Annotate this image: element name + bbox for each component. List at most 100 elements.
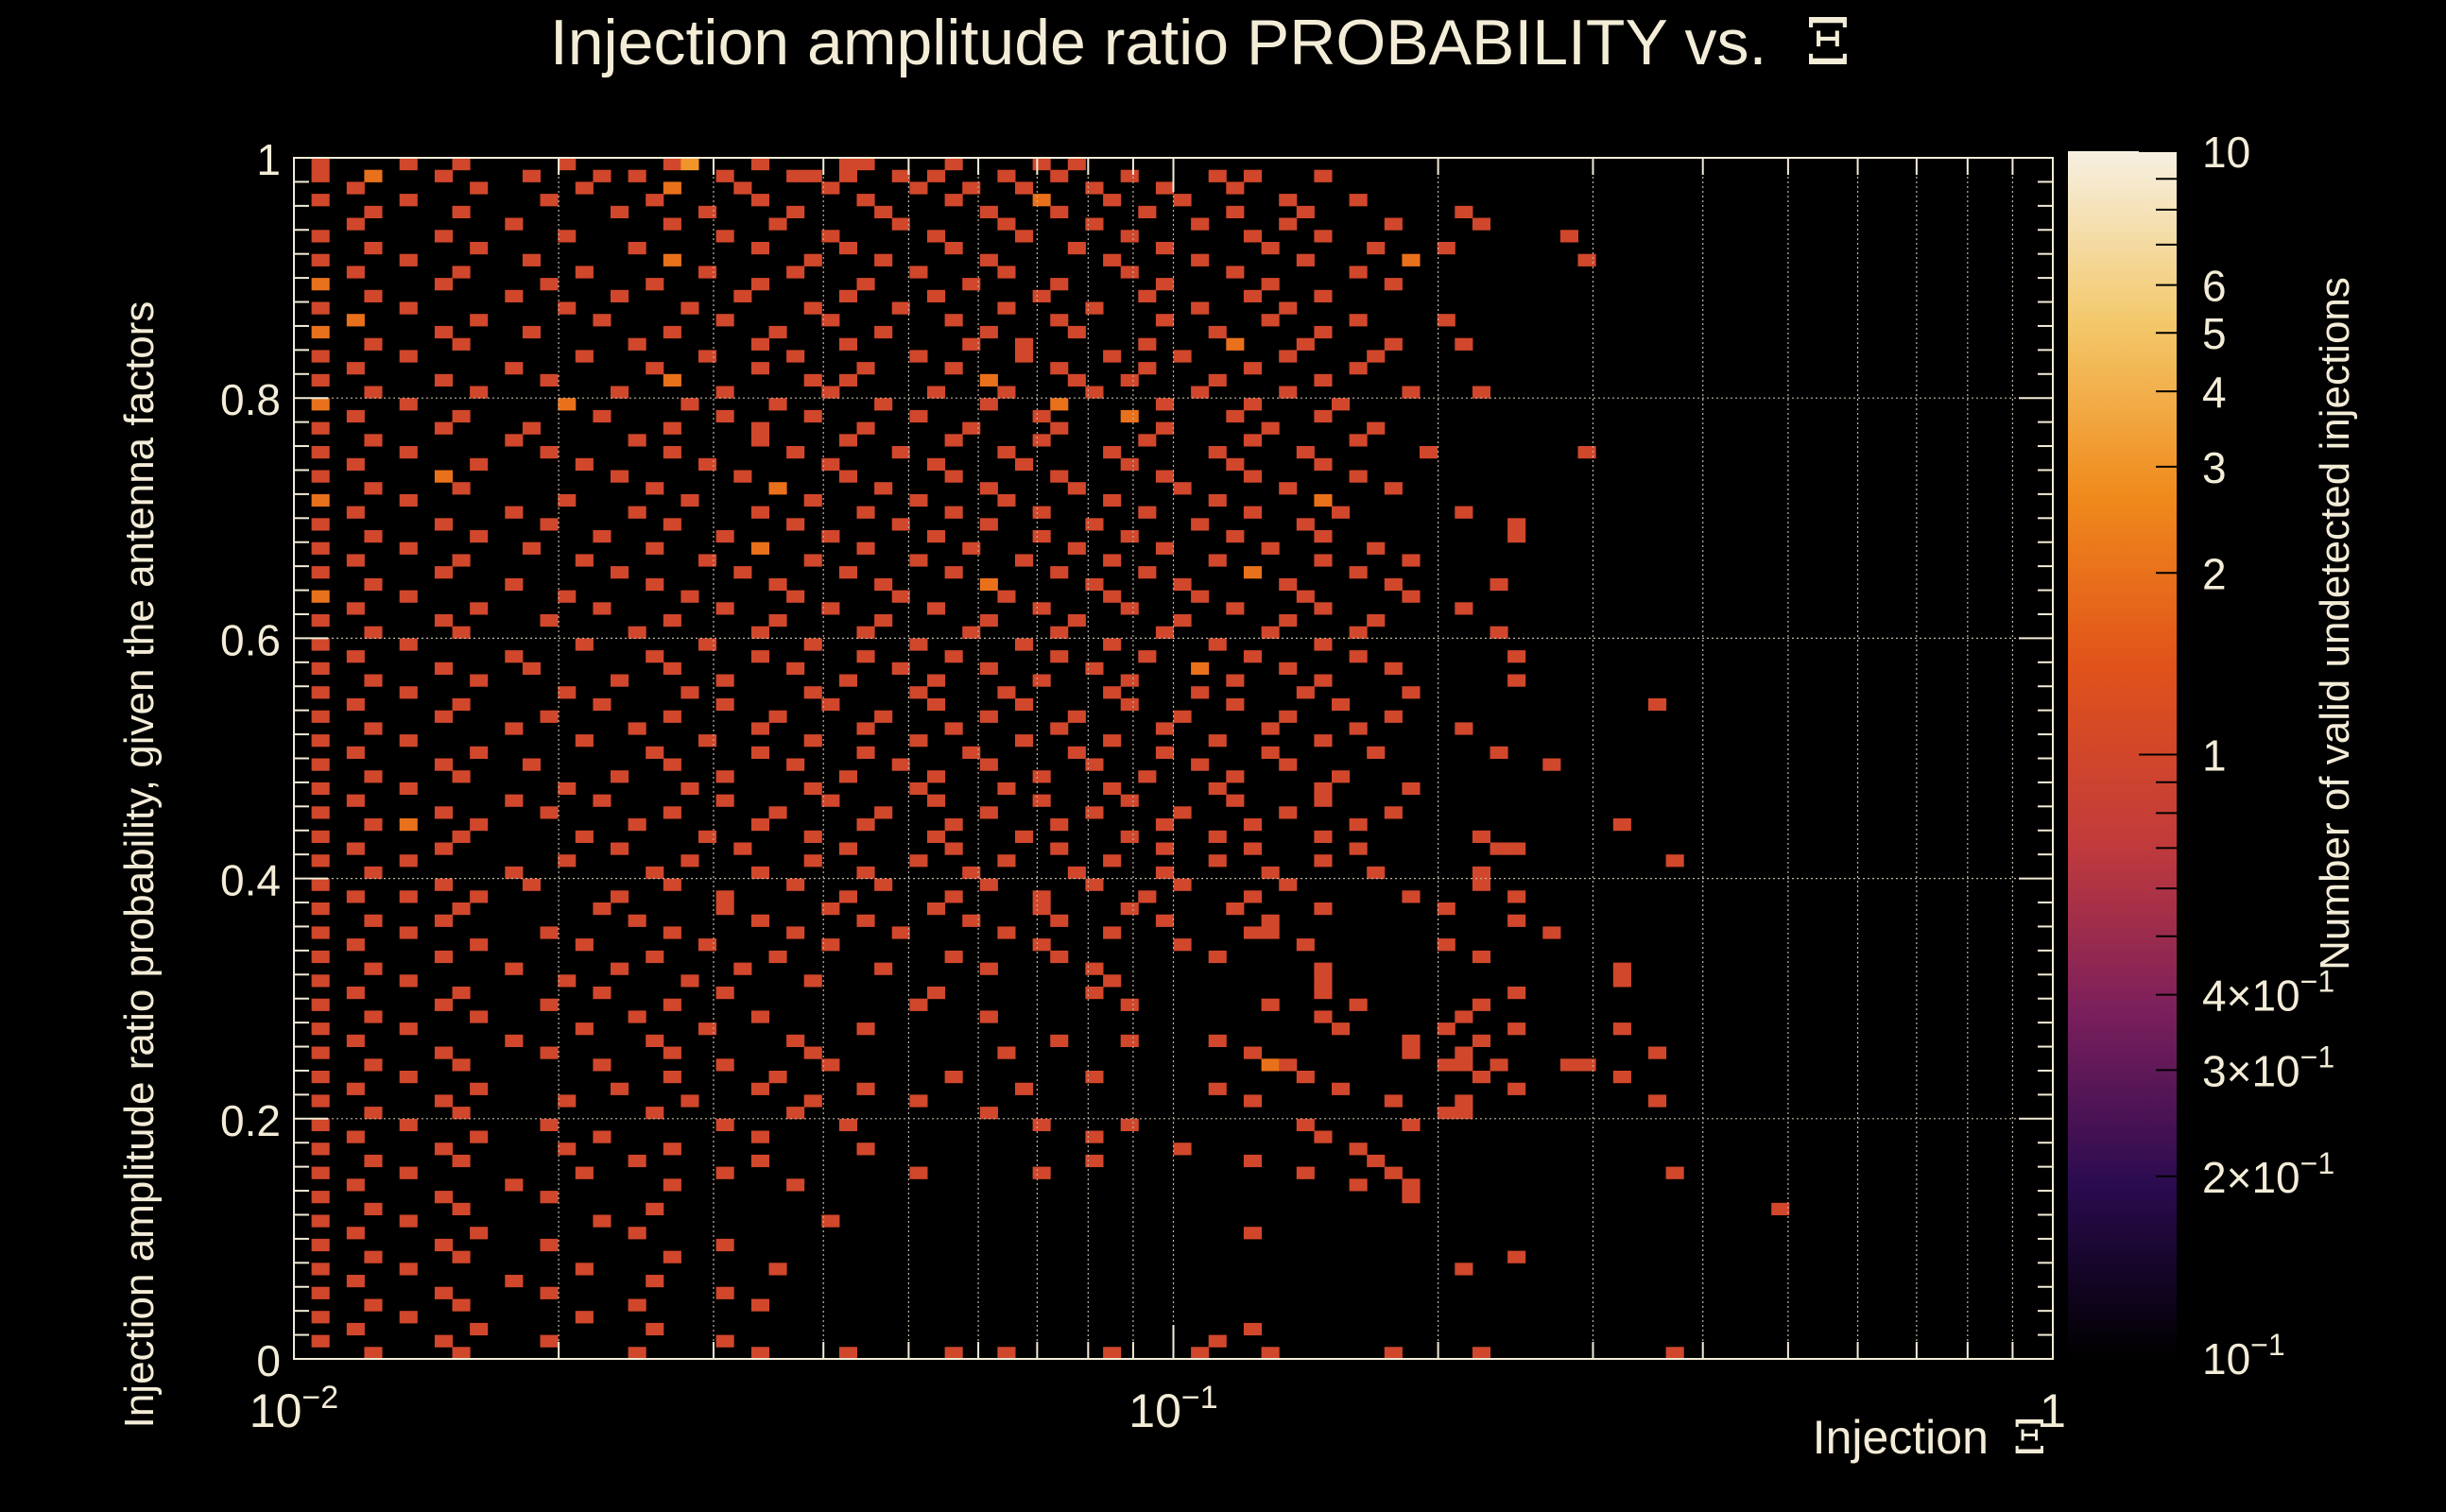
heatmap-cell — [1243, 230, 1262, 243]
heatmap-cell — [715, 794, 734, 807]
heatmap-cell — [399, 782, 418, 796]
heatmap-cell — [364, 770, 383, 783]
heatmap-cell — [1155, 470, 1174, 483]
heatmap-cell — [979, 1107, 998, 1120]
heatmap-cell — [1261, 926, 1280, 939]
heatmap-cell — [1314, 1130, 1333, 1143]
heatmap-cell — [540, 806, 559, 819]
heatmap-cell — [821, 902, 840, 916]
heatmap-cell — [733, 566, 752, 579]
heatmap-cell — [803, 734, 822, 747]
heatmap-cell — [927, 770, 946, 783]
heatmap-cell — [663, 806, 681, 819]
heatmap-cell — [1032, 194, 1051, 207]
heatmap-cell — [452, 337, 471, 351]
heatmap-cell — [311, 686, 330, 699]
heatmap-cell — [803, 409, 822, 423]
heatmap-cell — [786, 446, 805, 459]
heatmap-cell — [733, 289, 752, 302]
heatmap-cell — [364, 1250, 383, 1263]
heatmap-cell — [1155, 914, 1174, 927]
heatmap-cell — [346, 506, 365, 519]
heatmap-cell — [750, 506, 769, 519]
heatmap-cell — [646, 194, 664, 207]
heatmap-cell — [434, 1143, 453, 1156]
heatmap-cell — [1314, 1010, 1333, 1023]
heatmap-cell — [715, 1334, 734, 1348]
heatmap-cell — [663, 1178, 681, 1192]
heatmap-cell — [1402, 554, 1421, 567]
heatmap-cell — [1067, 614, 1086, 627]
heatmap-cell — [838, 470, 857, 483]
x-axis-label: Injection Ξ — [1813, 1410, 2046, 1465]
heatmap-cell — [962, 181, 981, 195]
heatmap-cell — [1507, 914, 1526, 927]
y-tick-label: 0 — [256, 1336, 281, 1385]
heatmap-cell — [979, 758, 998, 771]
heatmap-cell — [1015, 638, 1034, 651]
heatmap-cell — [399, 1311, 418, 1324]
colorbar-tick-label: 1 — [2202, 731, 2227, 781]
heatmap-cell — [470, 674, 489, 687]
heatmap-cell — [979, 806, 998, 819]
heatmap-cell — [646, 362, 664, 375]
heatmap-cell — [1226, 674, 1245, 687]
heatmap-cell — [1015, 697, 1034, 712]
heatmap-cell — [1349, 470, 1368, 483]
heatmap-cell — [1243, 169, 1262, 182]
heatmap-cell — [1050, 169, 1069, 182]
heatmap-cell — [1261, 314, 1280, 327]
heatmap-cell — [505, 434, 524, 447]
heatmap-cell — [715, 230, 734, 243]
heatmap-cell — [364, 1010, 383, 1023]
heatmap-cell — [1103, 253, 1122, 266]
heatmap-cell — [346, 890, 365, 903]
heatmap-cell — [997, 446, 1016, 459]
heatmap-cell — [821, 457, 840, 471]
heatmap-cell — [1314, 409, 1333, 423]
heatmap-cell — [1402, 590, 1421, 603]
heatmap-cell — [1367, 614, 1386, 627]
heatmap-cell — [1208, 446, 1227, 459]
heatmap-cell — [311, 998, 330, 1011]
heatmap-cell — [944, 842, 963, 855]
heatmap-cell — [593, 902, 612, 916]
heatmap-cell — [715, 386, 734, 399]
heatmap-cell — [786, 169, 805, 182]
heatmap-cell — [558, 493, 577, 507]
heatmap-cell — [311, 1191, 330, 1204]
colorbar-tick-label: 10−1 — [2202, 1328, 2285, 1383]
heatmap-cell — [1332, 1082, 1351, 1095]
heatmap-cell — [434, 1286, 453, 1299]
heatmap-cell — [540, 446, 559, 459]
heatmap-cell — [874, 398, 893, 411]
heatmap-cell — [979, 373, 998, 387]
heatmap-cell — [750, 1082, 769, 1095]
heatmap-cell — [575, 830, 594, 843]
heatmap-cell — [874, 253, 893, 266]
heatmap-cell — [1243, 1227, 1262, 1240]
heatmap-cell — [1296, 446, 1315, 459]
heatmap-cell — [522, 662, 541, 675]
heatmap-cell — [452, 1250, 471, 1263]
heatmap-cell — [1138, 506, 1157, 519]
heatmap-cell — [452, 1298, 471, 1312]
heatmap-cell — [821, 697, 840, 712]
heatmap-cell — [470, 938, 489, 952]
heatmap-cell — [522, 421, 541, 435]
heatmap-cell — [311, 638, 330, 651]
heatmap-cell — [1103, 446, 1122, 459]
heatmap-cell — [750, 278, 769, 291]
heatmap-cell — [1120, 794, 1139, 807]
heatmap-cell — [505, 217, 524, 231]
heatmap-cell — [909, 266, 928, 279]
heatmap-cell — [1067, 541, 1086, 555]
heatmap-cell — [997, 926, 1016, 939]
heatmap-cell — [786, 1178, 805, 1192]
heatmap-cell — [1173, 878, 1192, 891]
heatmap-cell — [452, 902, 471, 916]
heatmap-cell — [1261, 421, 1280, 435]
heatmap-cell — [927, 674, 946, 687]
heatmap-cell — [399, 1166, 418, 1179]
heatmap-cell — [1314, 987, 1333, 1000]
